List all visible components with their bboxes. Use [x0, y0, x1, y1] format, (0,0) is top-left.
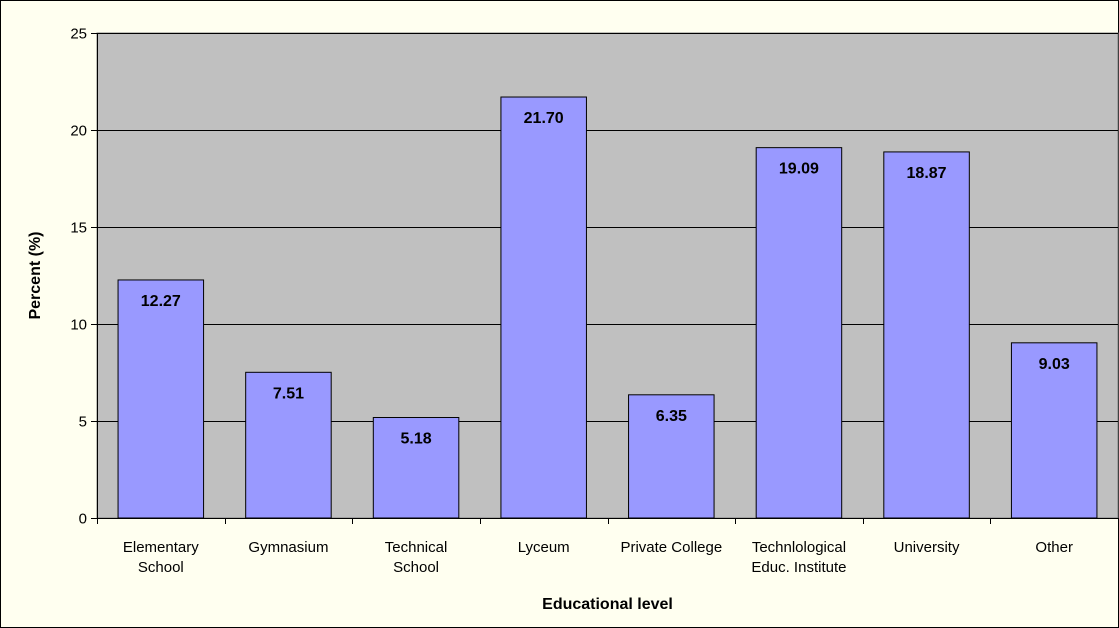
x-axis-title: Educational level: [542, 596, 673, 613]
bar: [245, 371, 332, 519]
data-labels: 12.27 7.51 5.18 21.70 6.35 19.09 18.87 9.03: [141, 110, 1070, 447]
y-tick-label: 5: [79, 414, 87, 431]
y-tick-labels: 0 5 10 15 20 25: [70, 26, 87, 528]
x-tick-label: Lyceum: [518, 539, 570, 556]
y-tick-label: 20: [70, 123, 87, 140]
x-tick-label: Elementary School: [123, 539, 199, 576]
data-label: 12.27: [141, 293, 181, 310]
bar: [883, 151, 970, 519]
data-label: 7.51: [273, 385, 304, 402]
bar: [1010, 342, 1098, 519]
x-tick-label: Other: [1035, 539, 1073, 556]
bar: [372, 417, 460, 519]
bar: [500, 96, 587, 519]
data-label: 21.70: [524, 110, 564, 127]
bar: [117, 279, 205, 519]
bar: [628, 394, 715, 519]
data-label: 5.18: [400, 431, 431, 448]
data-label: 9.03: [1039, 356, 1070, 373]
x-tick-label: Technical School: [385, 539, 448, 576]
x-tick-label: Gymnasium: [248, 539, 328, 556]
y-tick-label: 10: [70, 317, 87, 334]
axes: [91, 33, 1119, 524]
bar: [755, 147, 843, 519]
data-label: 19.09: [779, 161, 819, 178]
bars: [117, 96, 1098, 519]
x-tick-label: Technlological Educ. Institute: [751, 539, 846, 576]
y-tick-label: 15: [70, 220, 87, 237]
x-tick-label: University: [894, 539, 960, 556]
data-label: 18.87: [907, 165, 947, 182]
x-tick-labels: Elementary School Gymnasium Technical School…: [123, 539, 1073, 576]
x-tick-label: Private College: [620, 539, 722, 556]
y-tick-label: 25: [70, 26, 87, 43]
y-tick-label: 0: [79, 511, 87, 528]
y-axis-title: Percent (%): [27, 231, 44, 319]
data-label: 6.35: [656, 408, 687, 425]
